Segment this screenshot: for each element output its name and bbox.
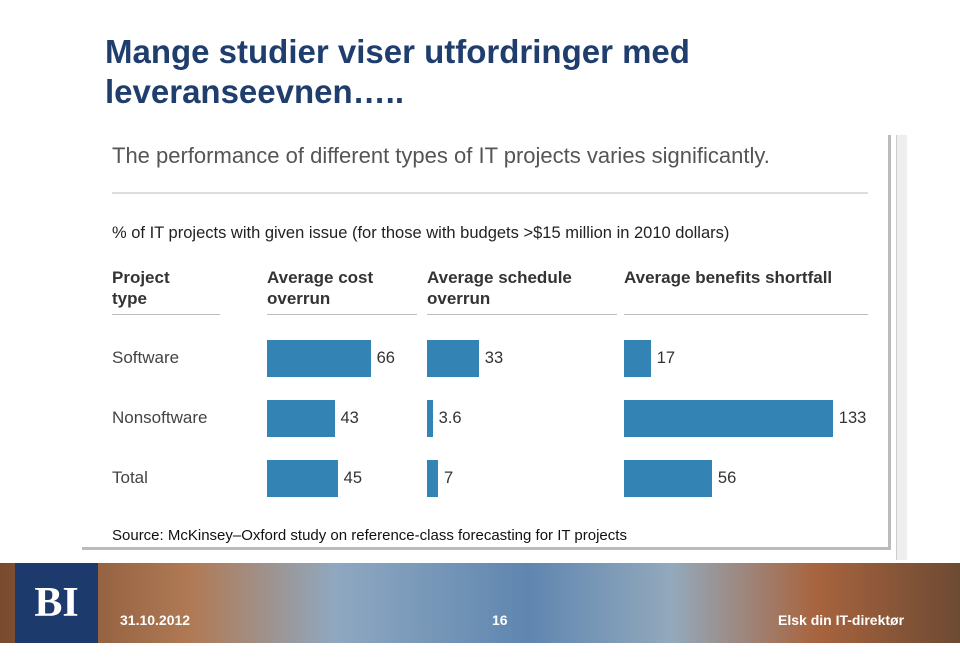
chart-title: The performance of different types of IT…: [112, 143, 770, 168]
divider: [112, 192, 868, 194]
value-label: 7: [443, 469, 454, 487]
bar: [624, 400, 833, 437]
header-underline: [624, 314, 868, 315]
column-header: Average cost overrun: [267, 268, 374, 308]
value-label: 43: [340, 409, 359, 427]
value-label: 3.6: [438, 409, 462, 427]
page-number: 16: [492, 612, 508, 628]
bar: [267, 340, 371, 377]
bar: [427, 340, 479, 377]
value-label: 133: [838, 409, 867, 427]
category-label: Total: [112, 468, 148, 487]
category-label: Software: [112, 348, 180, 367]
bar: [267, 400, 335, 437]
category-header: Project type: [112, 268, 170, 308]
tagline: Elsk din IT-direktør: [778, 612, 905, 628]
column-header: Average schedule overrun: [427, 268, 572, 308]
scrollbar: [896, 135, 907, 560]
chart-subtitle: % of IT projects with given issue (for t…: [112, 224, 730, 242]
value-label: 17: [656, 349, 676, 367]
value-label: 45: [343, 469, 362, 487]
footer-photo: [0, 563, 960, 643]
header-underline: [267, 314, 417, 315]
bar: [624, 340, 651, 377]
bar: [427, 460, 438, 497]
value-label: 56: [717, 469, 737, 487]
slide-title: Mange studier viser utfordringer med lev…: [105, 33, 690, 110]
bar: [267, 460, 338, 497]
source: Source: McKinsey–Oxford study on referen…: [112, 527, 627, 544]
logo: BI: [15, 563, 98, 643]
header-underline: [112, 314, 220, 315]
column-header: Average benefits shortfall: [624, 268, 833, 287]
bar: [427, 400, 433, 437]
date: 31.10.2012: [120, 612, 191, 628]
value-label: 33: [484, 349, 504, 367]
bar: [624, 460, 712, 497]
category-label: Nonsoftware: [112, 408, 208, 427]
header-underline: [427, 314, 617, 315]
chart-panel: [82, 135, 891, 550]
value-label: 66: [376, 349, 395, 367]
